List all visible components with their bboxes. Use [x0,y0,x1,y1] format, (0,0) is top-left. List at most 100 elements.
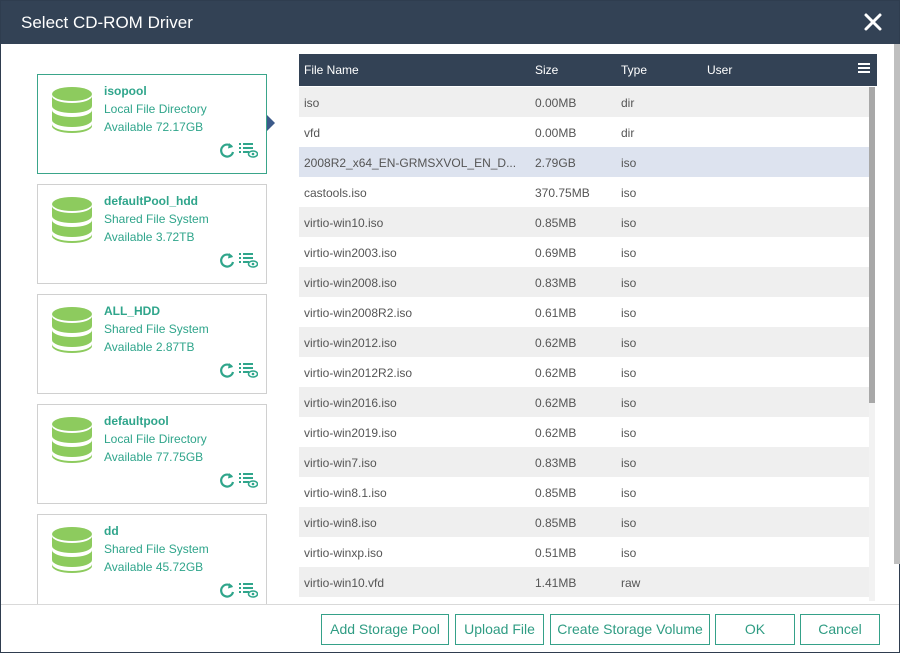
refresh-icon[interactable] [218,251,236,269]
cell-size: 0.62MB [535,336,577,350]
cell-type: iso [621,276,637,290]
cell-type: iso [621,186,637,200]
file-table: File Name Size Type User iso 0.00MB dir vfd… [299,54,877,601]
table-row[interactable]: 2008R2_x64_EN-GRMSXVOL_EN_D... 2.79GB iso [299,147,869,177]
cell-file-name: virtio-win2012R2.iso [304,366,413,380]
refresh-icon[interactable] [218,361,236,379]
table-row[interactable]: virtio-winxp.iso 0.51MB iso [299,537,869,567]
table-row[interactable]: virtio-win2008R2.iso 0.61MB iso [299,297,869,327]
pool-name: defaultpool [104,414,169,428]
pool-available: Available 72.17GB [104,120,204,134]
column-header-size[interactable]: Size [535,63,559,77]
cell-size: 0.69MB [535,246,577,260]
cell-file-name: virtio-win2008.iso [304,276,397,290]
database-icon [52,307,92,353]
pool-available: Available 2.87TB [104,340,195,354]
dialog-scrollbar[interactable] [894,44,900,564]
cell-type: iso [621,546,637,560]
cell-size: 0.83MB [535,276,577,290]
refresh-icon[interactable] [218,471,236,489]
cell-file-name: virtio-win10.iso [304,216,384,230]
cell-size: 0.00MB [535,126,577,140]
pool-name: dd [104,524,119,538]
cell-type: iso [621,156,637,170]
pool-available: Available 77.75GB [104,450,204,464]
ok-button[interactable]: OK [715,614,795,645]
cell-type: iso [621,216,637,230]
upload-file-button[interactable]: Upload File [455,614,544,645]
table-row[interactable]: virtio-win2008.iso 0.83MB iso [299,267,869,297]
cell-type: iso [621,486,637,500]
footer-divider [1,604,899,605]
file-table-body: iso 0.00MB dir vfd 0.00MB dir 2008R2_x64_EN-GR… [299,87,869,597]
table-row[interactable]: virtio-win8.iso 0.85MB iso [299,507,869,537]
cell-file-name: virtio-win8.1.iso [304,486,387,500]
cell-type: iso [621,246,637,260]
pool-card-defaultpool[interactable]: defaultpool Local File Directory Available… [37,404,267,504]
table-row[interactable]: vfd 0.00MB dir [299,117,869,147]
database-icon [52,197,92,243]
hamburger-menu-icon[interactable] [857,62,871,74]
cell-size: 0.51MB [535,546,577,560]
table-row[interactable]: virtio-win8.1.iso 0.85MB iso [299,477,869,507]
selected-pool-pointer-icon [267,115,275,131]
table-row[interactable]: virtio-win2012.iso 0.62MB iso [299,327,869,357]
table-row[interactable]: virtio-win2003.iso 0.69MB iso [299,237,869,267]
column-header-type[interactable]: Type [621,63,648,77]
cell-type: iso [621,426,637,440]
table-row[interactable]: virtio-win10.iso 0.85MB iso [299,207,869,237]
refresh-icon[interactable] [218,581,236,599]
table-row[interactable]: virtio-win2012R2.iso 0.62MB iso [299,357,869,387]
column-header-file-name[interactable]: File Name [304,63,359,77]
cell-size: 0.61MB [535,306,577,320]
cell-file-name: virtio-win10.vfd [304,576,385,590]
cell-file-name: virtio-win8.iso [304,516,377,530]
cell-type: dir [621,126,635,140]
list-view-icon[interactable] [238,251,258,269]
dialog-title: Select CD-ROM Driver [21,13,193,32]
cell-size: 0.62MB [535,396,577,410]
list-view-icon[interactable] [238,361,258,379]
cell-size: 0.83MB [535,456,577,470]
table-row[interactable]: virtio-win2019.iso 0.62MB iso [299,417,869,447]
file-table-scrollbar[interactable] [869,87,875,601]
add-storage-pool-button[interactable]: Add Storage Pool [321,614,449,645]
table-row[interactable]: castools.iso 370.75MB iso [299,177,869,207]
pool-name: isopool [104,84,147,98]
pool-card-isopool[interactable]: isopool Local File Directory Available 72.… [37,74,267,174]
cell-file-name: virtio-win2019.iso [304,426,397,440]
cell-type: iso [621,456,637,470]
file-table-scroll-thumb[interactable] [869,87,875,403]
table-row[interactable]: virtio-win10.vfd 1.41MB raw [299,567,869,597]
list-view-icon[interactable] [238,141,258,159]
cell-file-name: virtio-win2012.iso [304,336,397,350]
table-row[interactable]: iso 0.00MB dir [299,87,869,117]
pool-card-ALL_HDD[interactable]: ALL_HDD Shared File System Available 2.87T… [37,294,267,394]
pool-card-defaultPool_hdd[interactable]: defaultPool_hdd Shared File System Availab… [37,184,267,284]
list-view-icon[interactable] [238,581,258,599]
cancel-button[interactable]: Cancel [800,614,880,645]
table-row[interactable]: virtio-win2016.iso 0.62MB iso [299,387,869,417]
list-view-icon[interactable] [238,471,258,489]
pool-card-dd[interactable]: dd Shared File System Available 45.72GB [37,514,267,604]
cell-type: iso [621,396,637,410]
cell-file-name: 2008R2_x64_EN-GRMSXVOL_EN_D... [304,156,517,170]
create-storage-volume-button[interactable]: Create Storage Volume [550,614,710,645]
pool-type: Shared File System [104,212,209,226]
cell-file-name: vfd [304,126,321,140]
pool-type: Shared File System [104,322,209,336]
cell-file-name: castools.iso [304,186,367,200]
column-header-user[interactable]: User [707,63,733,77]
cell-size: 1.41MB [535,576,577,590]
close-icon[interactable] [861,10,885,34]
pool-name: ALL_HDD [104,304,160,318]
pool-type: Local File Directory [104,102,207,116]
pool-type: Shared File System [104,542,209,556]
cell-file-name: virtio-win2008R2.iso [304,306,413,320]
pool-name: defaultPool_hdd [104,194,198,208]
refresh-icon[interactable] [218,141,236,159]
database-icon [52,527,92,573]
table-row[interactable]: virtio-win7.iso 0.83MB iso [299,447,869,477]
cell-file-name: virtio-win7.iso [304,456,377,470]
